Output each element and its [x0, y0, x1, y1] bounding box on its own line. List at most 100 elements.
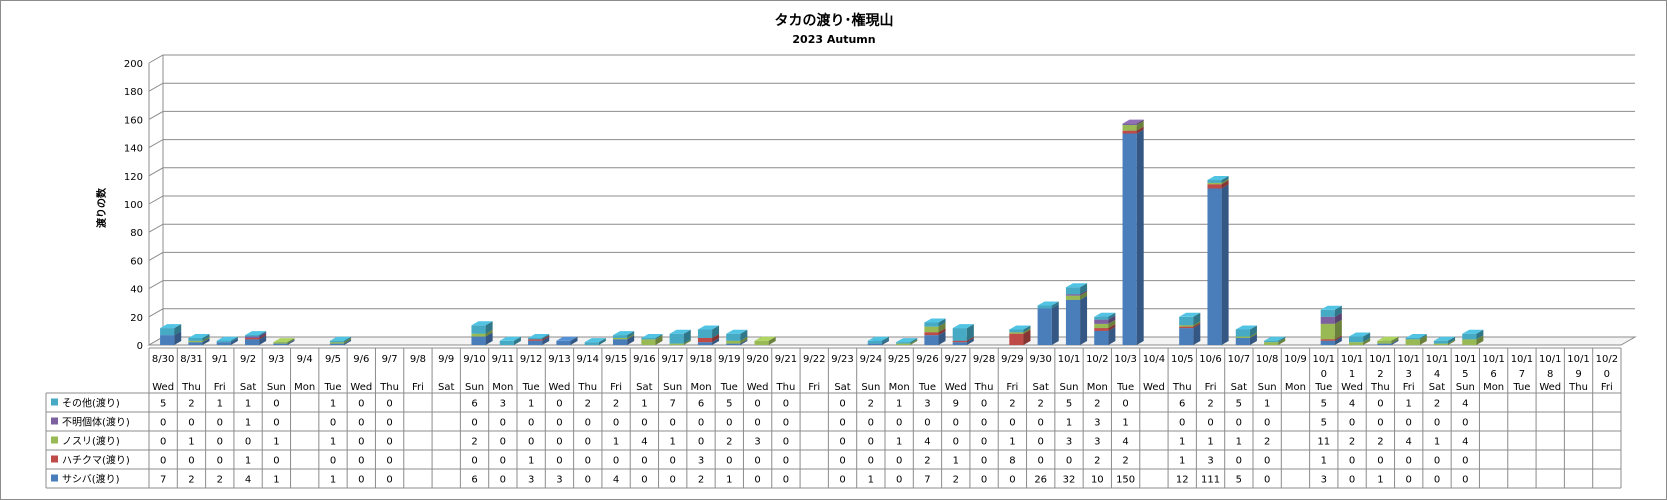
- bar-face: [160, 335, 175, 345]
- x-weekday-label: Tue: [1512, 382, 1530, 393]
- bar-top: [1433, 336, 1456, 341]
- data-cell: 0: [1434, 456, 1440, 467]
- bar-side: [344, 339, 352, 345]
- data-cell: 3: [528, 475, 534, 486]
- bar-face: [952, 340, 967, 343]
- bar-segment: [1037, 301, 1059, 309]
- data-cell: 0: [868, 418, 874, 429]
- bar-side: [174, 331, 182, 345]
- data-cell: 0: [386, 475, 392, 486]
- bar-face: [216, 342, 231, 345]
- bar-segment: [1179, 312, 1201, 326]
- bar-face: [726, 343, 741, 345]
- x-weekday-label: Mon: [690, 382, 711, 393]
- legend-swatch: [51, 398, 58, 406]
- bar-face: [726, 333, 741, 341]
- data-cell: 0: [839, 437, 845, 448]
- bar-side: [627, 333, 635, 340]
- data-cell: 0: [160, 437, 166, 448]
- bar-segment: [1037, 304, 1059, 345]
- data-cell: 32: [1063, 475, 1076, 486]
- data-cell: 0: [1009, 418, 1015, 429]
- bar-face: [245, 335, 260, 337]
- bar-side: [485, 321, 493, 334]
- data-cell: 0: [1038, 456, 1044, 467]
- data-cell: 0: [1264, 418, 1270, 429]
- bar-face: [1094, 328, 1109, 331]
- x-tick-label: 10/4: [1143, 354, 1165, 365]
- bar-top: [952, 324, 974, 329]
- legend-label: 不明個体(渡り): [62, 416, 130, 429]
- bar-face: [697, 337, 713, 343]
- data-cell: 111: [1201, 475, 1220, 486]
- data-cell: 0: [330, 456, 336, 467]
- data-cell: 0: [556, 456, 562, 467]
- data-cell: 1: [273, 475, 279, 486]
- data-cell: 0: [585, 456, 591, 467]
- x-weekday-label: Mon: [1087, 382, 1108, 393]
- x-tick-label: 9/9: [438, 354, 454, 365]
- bar-side: [1221, 178, 1229, 185]
- data-cell: 0: [981, 399, 987, 410]
- bar-side: [513, 336, 521, 345]
- bar-side: [1051, 301, 1059, 309]
- data-cell: 0: [783, 418, 789, 429]
- y-gridline: [148, 280, 1635, 290]
- bar-side: [1419, 335, 1427, 345]
- x-tick-label: 6: [1490, 369, 1496, 380]
- bar-segment: [216, 336, 238, 343]
- x-tick-label: 9/18: [690, 354, 712, 365]
- x-tick-label: 9/8: [410, 354, 426, 365]
- data-cell: 0: [217, 456, 223, 467]
- data-cell: 0: [528, 437, 534, 448]
- bar-segment: [499, 336, 521, 345]
- x-weekday-label: Tue: [720, 382, 738, 393]
- data-cell: 0: [896, 456, 902, 467]
- x-weekday-label: Thu: [1172, 382, 1192, 393]
- bar-face: [1320, 309, 1335, 317]
- bar-face: [641, 339, 656, 345]
- data-cell: 5: [1236, 475, 1242, 486]
- x-tick-label: 8/30: [152, 354, 174, 365]
- bar-side: [1221, 184, 1229, 345]
- data-cell: 1: [613, 437, 619, 448]
- data-cell: 0: [1462, 418, 1468, 429]
- bar-segment: [1122, 129, 1144, 345]
- bar-top: [1122, 119, 1144, 124]
- data-cell: 0: [500, 475, 506, 486]
- x-weekday-label: Tue: [522, 382, 540, 393]
- bar-face: [613, 339, 628, 345]
- data-cell: 0: [868, 437, 874, 448]
- bar-side: [1108, 312, 1116, 320]
- bar-top: [160, 324, 182, 329]
- bar-face: [1320, 316, 1335, 324]
- y-gridline: [148, 139, 1635, 149]
- bar-face: [1235, 337, 1250, 345]
- bar-face: [1179, 328, 1194, 345]
- bar-face: [754, 340, 769, 345]
- bar-face: [188, 340, 203, 343]
- bar-face: [1405, 339, 1420, 345]
- x-tick-label: 10/3: [1114, 354, 1136, 365]
- x-tick-label: 10/7: [1228, 354, 1250, 365]
- bar-side: [712, 325, 720, 338]
- bar-face: [499, 340, 514, 345]
- bar-segment: [188, 333, 210, 341]
- x-weekday-label: Tue: [1314, 382, 1332, 393]
- bar-segment: [245, 331, 267, 337]
- data-cell: 0: [726, 456, 732, 467]
- data-cell: 1: [953, 456, 959, 467]
- data-cell: 2: [1349, 437, 1355, 448]
- data-cell: 0: [1349, 418, 1355, 429]
- bar-face: [613, 337, 628, 340]
- bar-face: [669, 343, 684, 345]
- bar-top: [1179, 312, 1201, 317]
- data-cell: 0: [783, 456, 789, 467]
- bar-face: [1433, 343, 1449, 345]
- data-cell: 26: [1034, 475, 1047, 486]
- x-tick-label: 8: [1547, 369, 1553, 380]
- x-weekday-label: Sat: [636, 382, 652, 393]
- bar-segment: [613, 331, 635, 338]
- data-cell: 9: [953, 399, 959, 410]
